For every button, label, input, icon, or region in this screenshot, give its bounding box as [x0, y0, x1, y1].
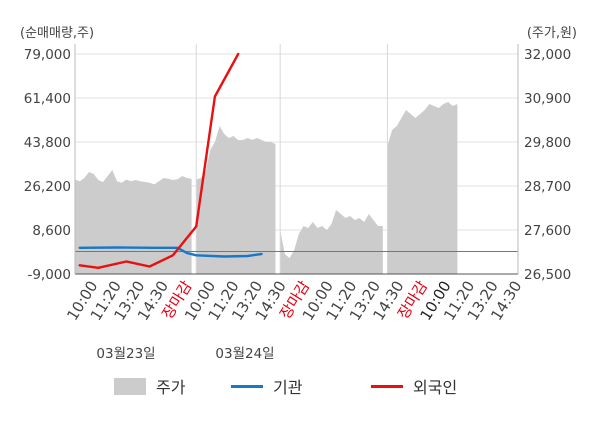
right-tick-label: 29,800 — [524, 135, 571, 151]
legend-swatch-institution — [231, 384, 263, 388]
right-tick-label: 32,000 — [524, 47, 571, 63]
right-tick-label: 27,600 — [524, 223, 571, 239]
legend-label-price: 주가 — [156, 378, 186, 397]
left-tick-label: -9,000 — [27, 267, 71, 283]
price-area-segment — [196, 126, 276, 274]
legend-item-institution: 기관 — [231, 372, 302, 400]
right-tick-label: 28,700 — [524, 179, 571, 195]
foreign-net-line — [78, 52, 240, 269]
price-area-segment — [75, 170, 192, 274]
left-axis-unit: (순매매량,주) — [20, 26, 95, 41]
right-tick-label: 26,500 — [524, 267, 571, 283]
legend-item-price: 주가 — [114, 372, 185, 400]
right-axis-unit: (주가,원) — [526, 26, 577, 41]
legend-label-institution: 기관 — [273, 378, 303, 397]
left-tick-label: 8,600 — [32, 223, 71, 239]
legend-label-foreign: 외국인 — [413, 378, 458, 397]
left-tick-label: 43,800 — [24, 135, 71, 151]
price-area-segment — [280, 210, 383, 274]
legend-swatch-foreign — [371, 384, 403, 388]
date-label: 03월23일 — [96, 346, 155, 362]
price-area-segment — [387, 102, 458, 274]
chart-legend: 주가 기관 외국인 — [0, 372, 600, 402]
right-tick-label: 30,900 — [524, 91, 571, 107]
left-tick-label: 79,000 — [24, 47, 71, 63]
left-tick-label: 26,200 — [24, 179, 71, 195]
date-label: 03월24일 — [215, 346, 274, 362]
legend-item-foreign: 외국인 — [371, 372, 457, 400]
legend-swatch-price — [114, 377, 146, 395]
left-tick-label: 61,400 — [24, 91, 71, 107]
institution-net-line — [78, 246, 263, 258]
